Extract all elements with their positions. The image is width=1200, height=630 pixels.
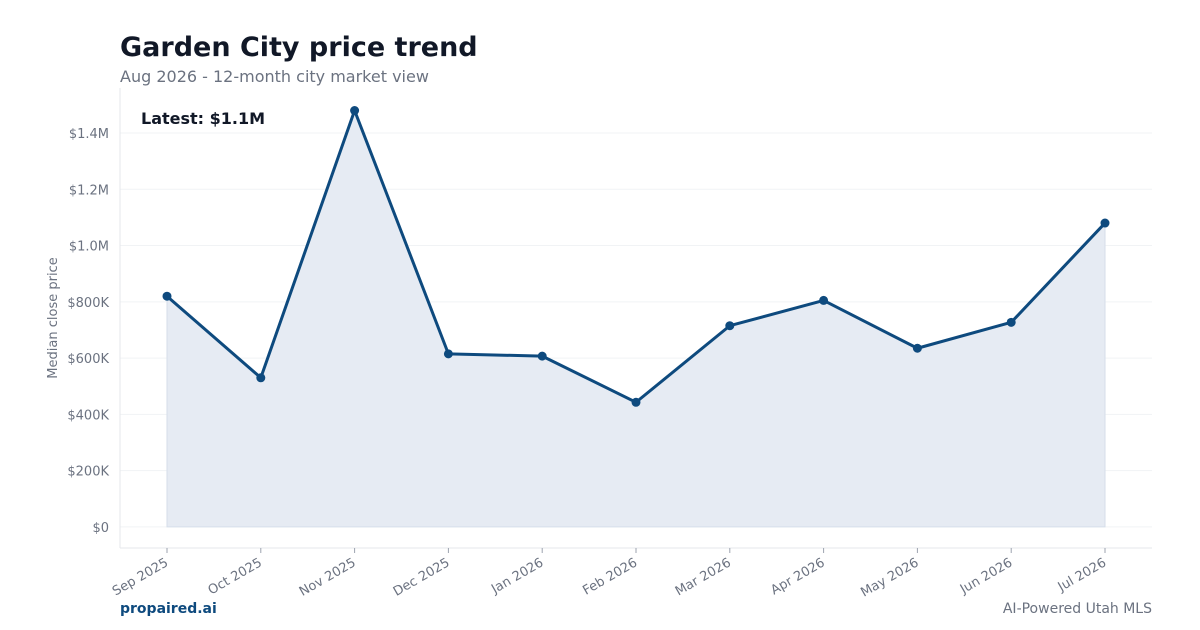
x-tick-label: Jul 2026: [1055, 555, 1109, 595]
data-point: [819, 295, 829, 305]
chart-subtitle: Aug 2026 - 12-month city market view: [120, 67, 429, 86]
data-point: [162, 291, 172, 301]
data-point: [912, 343, 922, 353]
x-tick-label: Jun 2026: [957, 555, 1015, 597]
data-point: [1100, 218, 1110, 228]
brand-link[interactable]: propaired.ai: [120, 601, 217, 617]
y-tick-label: $1.0M: [69, 240, 109, 255]
x-tick-labels: Sep 2025 Oct 2025 Nov 2025 Dec 2025 Jan 2026…: [110, 548, 1109, 601]
y-tick-label: $600K: [67, 352, 109, 367]
y-tick-label: $200K: [67, 465, 109, 480]
footer-tagline: AI-Powered Utah MLS: [1002, 601, 1152, 617]
x-tick-label: Sep 2025: [110, 555, 171, 599]
latest-value-annotation: Latest: $1.1M: [141, 109, 266, 128]
x-tick-label: Oct 2025: [206, 555, 265, 598]
data-point: [443, 349, 453, 359]
data-point: [725, 321, 735, 331]
y-tick-label: $0: [92, 521, 109, 536]
x-tick-label: Nov 2025: [297, 555, 359, 599]
chart-title: Garden City price trend: [120, 32, 478, 63]
x-tick-label: Feb 2026: [580, 555, 640, 598]
y-tick-label: $400K: [67, 408, 109, 423]
data-point: [631, 397, 641, 407]
x-tick-label: Mar 2026: [673, 555, 734, 599]
data-point: [256, 373, 266, 383]
data-point: [1006, 317, 1016, 327]
data-points: [162, 106, 1110, 407]
y-tick-label: $1.2M: [69, 183, 109, 198]
y-tick-label: $800K: [67, 296, 109, 311]
data-point: [350, 106, 360, 116]
x-tick-label: Jan 2026: [488, 555, 546, 597]
area-path: [166, 109, 1106, 528]
x-tick-label: Dec 2025: [391, 555, 453, 599]
y-tick-labels: $0 $200K $400K $600K $800K $1.0M $1.2M $1.4M: [67, 127, 109, 536]
y-tick-label: $1.4M: [69, 127, 109, 142]
y-axis-label: Median close price: [46, 257, 61, 378]
area-fill: [166, 109, 1106, 528]
data-point: [537, 351, 547, 361]
x-tick-label: May 2026: [858, 555, 921, 600]
x-tick-label: Apr 2026: [768, 555, 827, 598]
